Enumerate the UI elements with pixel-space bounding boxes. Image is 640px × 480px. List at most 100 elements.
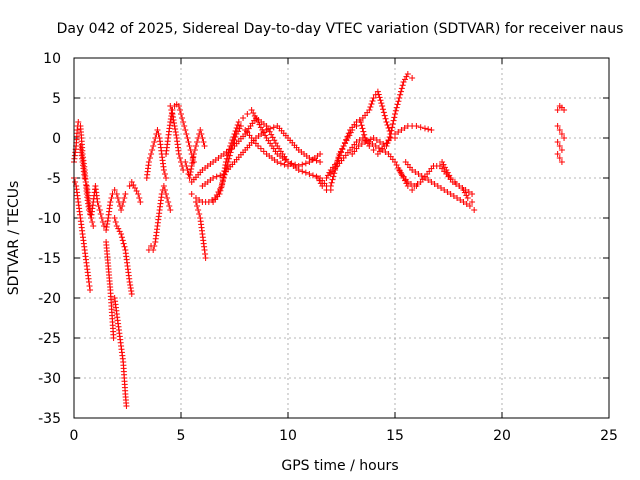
data-point: [112, 219, 119, 225]
data-point: [213, 173, 220, 180]
data-point: [154, 127, 161, 133]
data-point: [113, 191, 120, 197]
x-tick-label: 0: [70, 428, 79, 444]
data-point: [216, 191, 223, 197]
data-point: [367, 104, 374, 110]
data-point: [74, 127, 81, 133]
data-point: [201, 247, 208, 253]
data-point: [404, 71, 411, 77]
data-point: [163, 175, 170, 181]
data-point: [343, 136, 350, 143]
data-point: [463, 192, 470, 199]
data-point: [412, 169, 419, 175]
data-point: [431, 181, 438, 187]
data-point: [380, 106, 387, 113]
data-point: [202, 255, 209, 261]
data-point: [461, 189, 468, 196]
y-tick-label: 10: [43, 51, 61, 67]
data-point: [464, 195, 471, 201]
data-point: [395, 129, 402, 135]
data-point: [180, 119, 187, 125]
data-point: [328, 179, 335, 186]
data-point: [171, 120, 178, 126]
data-point: [113, 223, 120, 229]
data-point: [99, 219, 106, 225]
data-point: [317, 180, 324, 187]
data-point: [199, 135, 206, 141]
data-point: [299, 161, 306, 168]
data-point: [166, 203, 173, 209]
data-point: [338, 149, 345, 156]
data-point: [170, 117, 177, 123]
series-track-17: [210, 123, 291, 205]
data-point: [176, 155, 183, 161]
data-point: [358, 141, 365, 147]
x-tick-label: 20: [493, 428, 511, 444]
data-point: [443, 167, 450, 173]
data-point: [155, 131, 162, 137]
series-track-7: [111, 215, 135, 297]
data-point: [556, 143, 563, 149]
data-point: [178, 111, 184, 117]
data-point: [380, 141, 387, 147]
data-point: [558, 147, 565, 153]
data-point: [316, 177, 323, 184]
data-point: [225, 155, 232, 162]
data-point: [392, 107, 399, 114]
data-point: [401, 125, 408, 131]
data-point: [196, 197, 203, 203]
data-point: [197, 127, 204, 133]
data-point: [341, 139, 348, 146]
data-point: [103, 224, 110, 230]
series-track-14: [192, 199, 209, 261]
data-point: [374, 88, 381, 95]
data-point: [386, 134, 393, 140]
data-point: [463, 201, 470, 207]
data-point: [403, 180, 410, 187]
data-point: [82, 179, 89, 185]
data-point: [126, 279, 133, 285]
data-point: [233, 131, 240, 137]
data-point: [168, 107, 175, 113]
data-point: [382, 115, 389, 122]
data-point: [295, 167, 302, 173]
data-point: [370, 147, 377, 153]
data-point: [267, 125, 274, 132]
data-point: [128, 291, 135, 297]
data-point: [104, 218, 111, 224]
series-track-13: [182, 127, 208, 181]
data-point: [160, 183, 167, 189]
data-point: [126, 183, 133, 189]
data-point: [150, 247, 157, 253]
data-point: [164, 195, 171, 201]
series-track-23: [402, 159, 478, 213]
data-point: [186, 143, 193, 149]
data-point: [381, 112, 388, 119]
data-point: [183, 163, 190, 169]
data-point: [395, 98, 402, 105]
series-track-25: [396, 167, 420, 193]
data-point: [103, 227, 110, 233]
data-point: [302, 169, 309, 176]
data-point: [369, 141, 376, 147]
data-point: [392, 111, 398, 117]
data-point: [244, 111, 251, 117]
data-point: [373, 137, 380, 143]
data-point: [271, 137, 278, 144]
data-point: [353, 139, 360, 145]
data-point: [81, 175, 88, 181]
data-point: [398, 85, 405, 92]
data-point: [219, 181, 226, 188]
data-point: [191, 147, 198, 153]
data-point: [377, 139, 384, 145]
data-point: [146, 155, 153, 161]
data-point: [163, 191, 170, 197]
data-point: [172, 126, 179, 132]
data-point: [400, 175, 407, 181]
data-point: [428, 127, 435, 133]
data-point: [188, 191, 195, 197]
data-point: [189, 157, 196, 163]
data-point: [397, 88, 404, 95]
data-point: [444, 189, 451, 195]
data-point: [393, 104, 400, 111]
